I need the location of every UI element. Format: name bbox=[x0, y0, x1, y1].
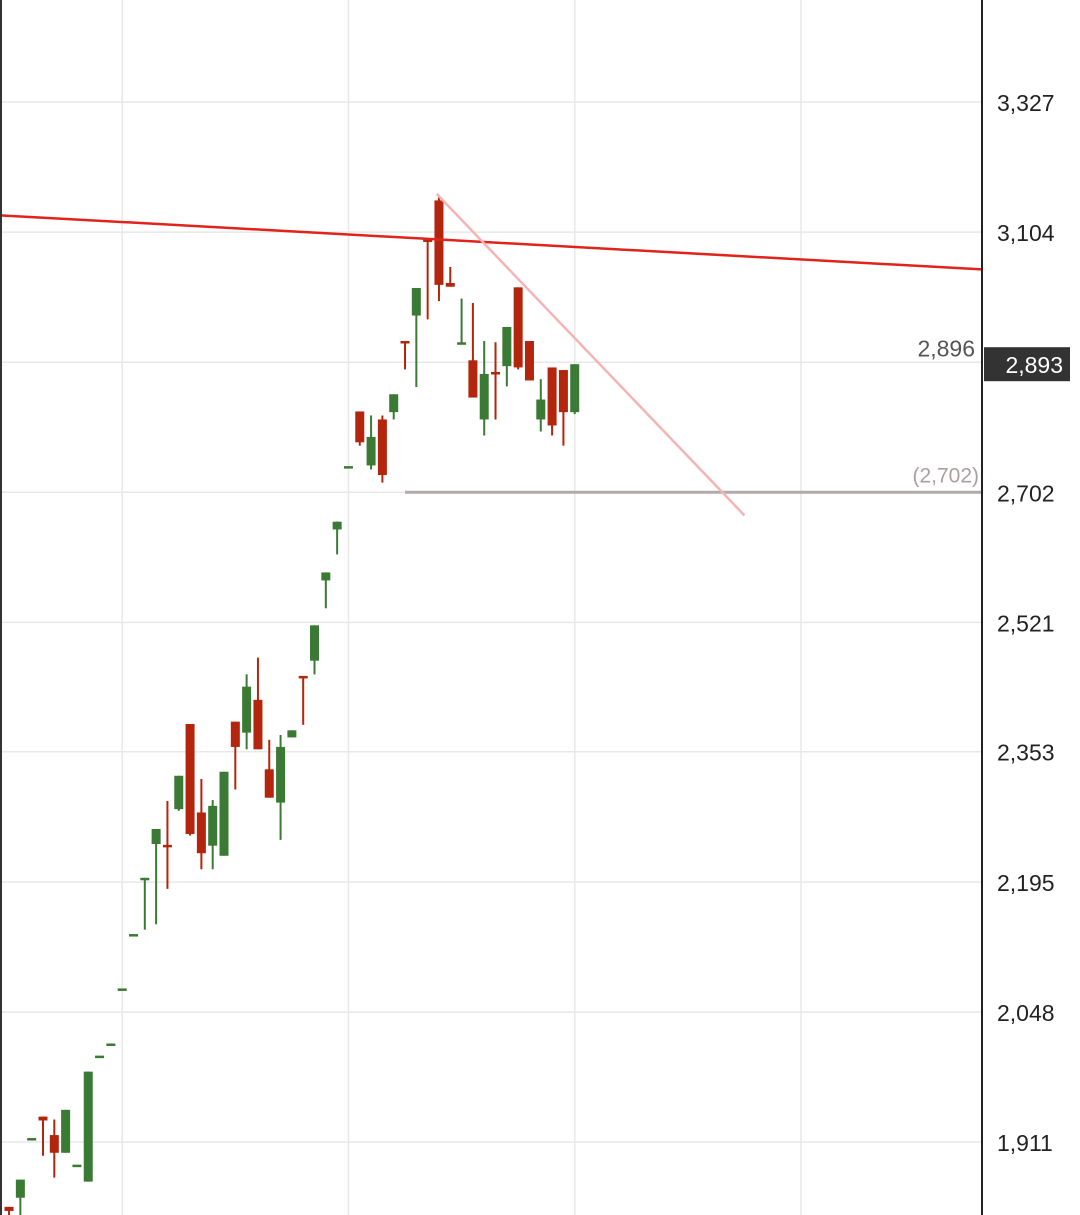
candle-down bbox=[513, 287, 523, 368]
candle-down bbox=[264, 769, 274, 798]
candle-down bbox=[558, 370, 568, 413]
y-tick-label: 3,104 bbox=[997, 220, 1055, 246]
candle-up bbox=[570, 364, 580, 413]
trendline bbox=[435, 193, 746, 517]
candle-up bbox=[219, 771, 229, 856]
candle-down bbox=[468, 360, 478, 398]
candle-up bbox=[106, 1043, 116, 1046]
y-tick-label: 2,195 bbox=[997, 870, 1055, 896]
candle-up bbox=[321, 572, 331, 581]
candle-down bbox=[434, 200, 444, 285]
candle-up bbox=[174, 775, 184, 810]
candle-up bbox=[15, 1179, 25, 1198]
candle-down bbox=[196, 812, 206, 854]
y-tick-label: 3,327 bbox=[997, 90, 1055, 116]
y-tick-label: 1,911 bbox=[997, 1130, 1053, 1156]
candle-up bbox=[411, 287, 421, 316]
candle-down bbox=[38, 1116, 48, 1121]
candle-down bbox=[185, 724, 195, 834]
candles bbox=[4, 195, 580, 1215]
y-tick-label: 2,048 bbox=[997, 1000, 1055, 1026]
candle-down bbox=[4, 1206, 14, 1211]
candle-up bbox=[27, 1138, 37, 1141]
candle-up bbox=[343, 466, 353, 469]
y-tick-label: 2,353 bbox=[997, 740, 1055, 766]
candle-up bbox=[276, 746, 286, 803]
candle-down bbox=[49, 1135, 59, 1153]
candle-up bbox=[457, 342, 467, 345]
candle-down bbox=[524, 341, 534, 381]
grid bbox=[0, 0, 982, 1215]
candle-down bbox=[547, 367, 557, 426]
candle-down bbox=[298, 675, 308, 679]
candle-down bbox=[377, 419, 387, 476]
candle-down bbox=[253, 699, 263, 750]
current-price-badge: 2,893 bbox=[984, 347, 1070, 382]
candle-up bbox=[389, 394, 399, 413]
candle-up bbox=[140, 877, 150, 881]
candle-up bbox=[366, 436, 376, 466]
candle-down bbox=[491, 371, 501, 375]
candle-up bbox=[502, 326, 512, 367]
candle-up bbox=[95, 1055, 105, 1059]
candle-down bbox=[162, 844, 172, 848]
y-tick-label: 2,896 bbox=[917, 335, 975, 361]
trendlines[interactable] bbox=[0, 193, 983, 517]
candle-up bbox=[151, 828, 161, 845]
candle-up bbox=[287, 730, 297, 738]
candle-down bbox=[423, 239, 433, 242]
candle-down bbox=[400, 341, 410, 344]
candle-down bbox=[230, 721, 240, 747]
candle-up bbox=[242, 686, 252, 733]
trendline bbox=[0, 214, 983, 271]
y-tick-label: 2,521 bbox=[997, 610, 1055, 636]
candle-up bbox=[536, 399, 546, 420]
candle-up bbox=[61, 1109, 71, 1153]
level-label: (2,702) bbox=[912, 464, 979, 487]
candle-up bbox=[479, 373, 489, 420]
candle-down bbox=[445, 282, 455, 287]
candle-up bbox=[83, 1071, 93, 1182]
candle-down bbox=[355, 411, 365, 443]
candle-up bbox=[208, 805, 218, 846]
candle-up bbox=[72, 1164, 82, 1168]
price-axis[interactable]: 3,327 3,104 2,896 2,702 2,521 2,353 2,195 2,048… bbox=[917, 90, 1054, 1156]
current-price-label: 2,893 bbox=[1005, 352, 1063, 378]
candle-up bbox=[128, 934, 138, 937]
candle-up bbox=[310, 625, 320, 661]
candle-up bbox=[332, 521, 342, 530]
y-tick-label: 2,702 bbox=[997, 480, 1055, 506]
candle-up bbox=[117, 988, 127, 991]
